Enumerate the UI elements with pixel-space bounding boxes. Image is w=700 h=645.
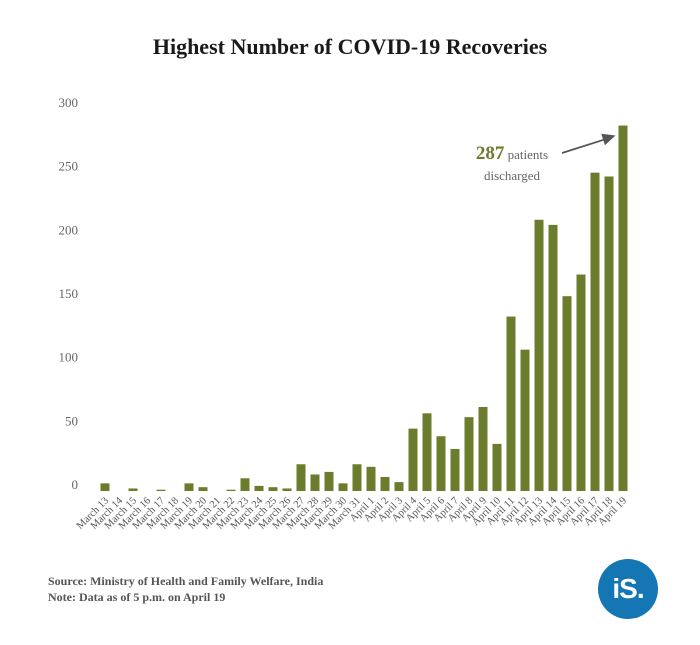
bar bbox=[324, 471, 334, 491]
annotation-arrow bbox=[561, 133, 616, 154]
bar bbox=[394, 482, 404, 491]
bar bbox=[268, 487, 278, 491]
y-tick-label: 250 bbox=[59, 159, 79, 174]
bar bbox=[240, 478, 250, 491]
indiaspend-logo-icon: iS. bbox=[598, 559, 658, 619]
bar bbox=[618, 125, 628, 491]
bar bbox=[380, 476, 390, 491]
y-tick-label: 0 bbox=[72, 477, 79, 492]
bar bbox=[590, 172, 600, 491]
bar bbox=[478, 406, 488, 491]
bar bbox=[226, 489, 236, 491]
bar bbox=[562, 296, 572, 491]
annotation-value: 287 bbox=[475, 143, 505, 164]
y-tick-label: 50 bbox=[65, 413, 78, 428]
bar bbox=[282, 488, 292, 491]
bar bbox=[604, 176, 614, 491]
bar bbox=[352, 464, 362, 491]
bar bbox=[198, 487, 208, 491]
annotation-text-1: patients bbox=[507, 147, 549, 162]
bar bbox=[100, 483, 110, 491]
bar bbox=[520, 349, 530, 491]
bar bbox=[310, 474, 320, 491]
bar bbox=[492, 443, 502, 491]
bar bbox=[338, 483, 348, 491]
bar bbox=[548, 224, 558, 491]
data-note: Note: Data as of 5 p.m. on April 19 bbox=[48, 590, 226, 604]
bar bbox=[506, 316, 516, 491]
bar bbox=[254, 485, 264, 491]
annotation-text-2: discharged bbox=[483, 168, 541, 183]
bar bbox=[184, 483, 194, 491]
bars bbox=[100, 125, 628, 491]
bar bbox=[576, 274, 586, 491]
bar bbox=[156, 489, 166, 491]
y-tick-label: 200 bbox=[59, 222, 79, 237]
bar bbox=[436, 436, 446, 491]
chart-title: Highest Number of COVID-19 Recoveries bbox=[152, 34, 548, 59]
footer: Source: Ministry of Health and Family We… bbox=[48, 573, 323, 605]
y-tick-label: 100 bbox=[59, 350, 79, 365]
arrow-line bbox=[561, 137, 608, 154]
y-axis: 0 50 100 150 200 250 300 bbox=[59, 95, 79, 492]
arrow-head bbox=[601, 133, 616, 146]
bar bbox=[366, 466, 376, 491]
annotation: 287 patients discharged bbox=[452, 143, 572, 186]
bar bbox=[534, 219, 544, 491]
bar bbox=[422, 413, 432, 491]
y-tick-label: 300 bbox=[59, 95, 79, 110]
bar bbox=[408, 428, 418, 491]
source-note: Source: Ministry of Health and Family We… bbox=[48, 574, 324, 588]
y-tick-label: 150 bbox=[59, 286, 79, 301]
bar bbox=[128, 488, 138, 491]
bar bbox=[450, 448, 460, 491]
bar bbox=[296, 464, 306, 491]
bar bbox=[464, 417, 474, 491]
